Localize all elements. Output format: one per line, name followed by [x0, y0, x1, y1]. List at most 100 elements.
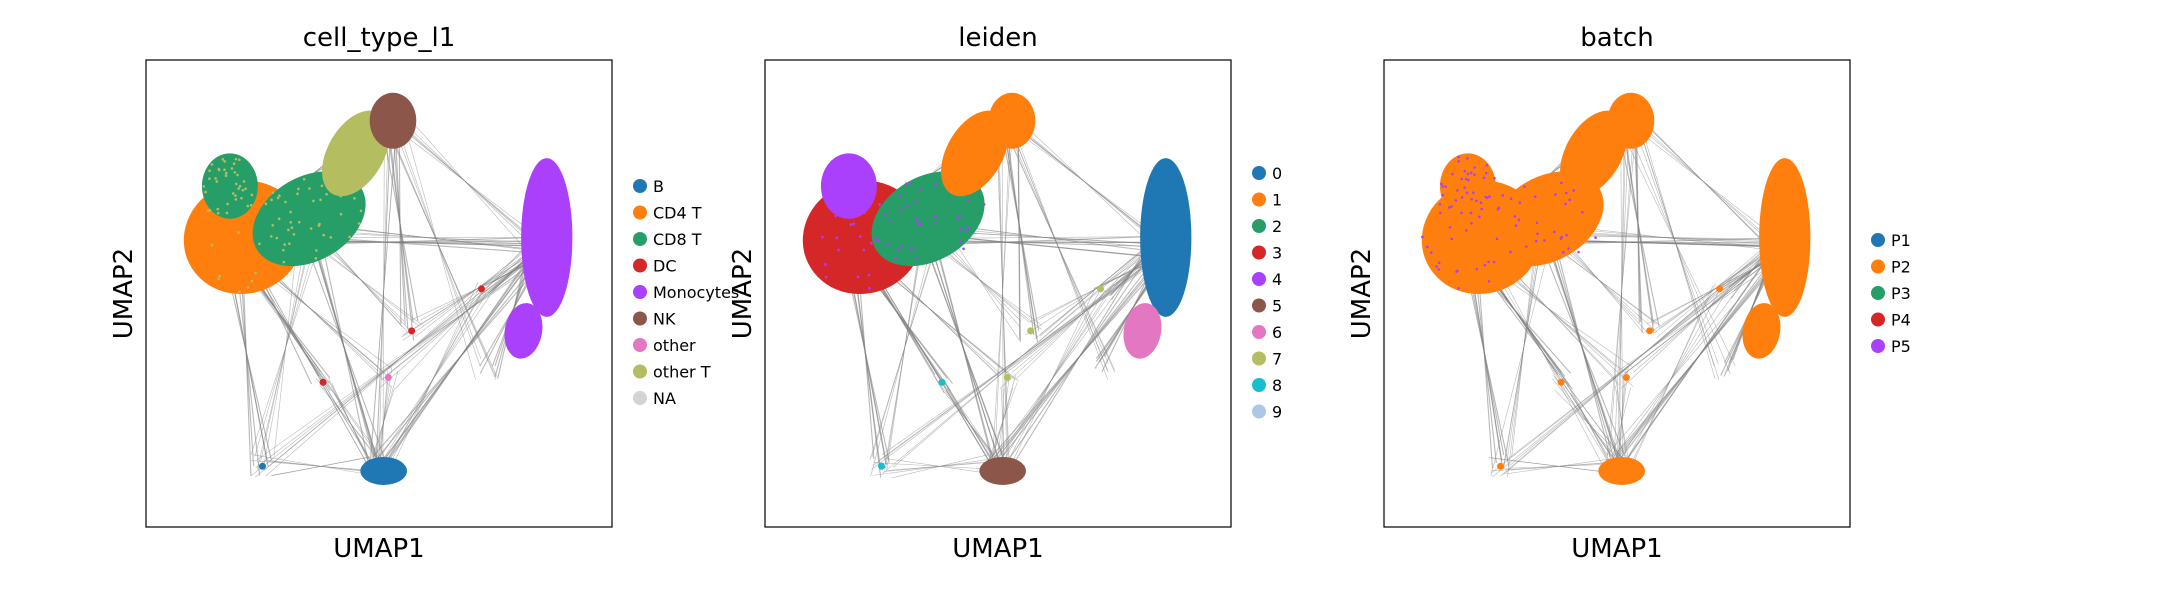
point	[1457, 155, 1460, 159]
point	[1467, 178, 1470, 182]
edge-line	[1545, 233, 1619, 462]
legend-marker	[633, 232, 647, 246]
point	[1622, 374, 1630, 382]
point	[312, 199, 315, 203]
point	[1441, 193, 1445, 197]
x-axis-label: UMAP1	[1571, 534, 1662, 564]
point	[868, 287, 871, 290]
legend-label: NA	[653, 389, 676, 408]
point	[1482, 176, 1486, 180]
legend-marker	[633, 285, 647, 299]
point	[1454, 199, 1458, 202]
point	[982, 203, 986, 206]
point	[1426, 245, 1429, 249]
legend-label: 2	[1272, 217, 1282, 236]
point	[1554, 193, 1557, 196]
point	[1479, 201, 1483, 205]
point	[1439, 211, 1442, 215]
point	[1463, 186, 1467, 189]
point	[246, 286, 250, 289]
edge-line	[925, 231, 1001, 464]
point	[1561, 251, 1565, 254]
point	[296, 192, 299, 196]
edge-line	[943, 390, 998, 458]
legend-item: 5	[1252, 297, 1282, 316]
point	[329, 236, 333, 239]
point	[240, 196, 243, 200]
point	[210, 243, 214, 247]
point	[966, 199, 970, 202]
point	[1581, 210, 1584, 214]
point	[1534, 239, 1538, 243]
point	[1464, 177, 1468, 181]
cluster-monocytes	[504, 303, 543, 359]
legend-label: 0	[1272, 164, 1282, 183]
edge-line	[1632, 110, 1775, 253]
legend-marker	[633, 258, 647, 273]
legend-marker	[1871, 286, 1885, 300]
edge-lines	[837, 104, 1173, 479]
point	[357, 222, 361, 225]
point	[839, 167, 843, 171]
point	[847, 174, 850, 178]
point	[288, 242, 291, 245]
cluster-p2	[1607, 92, 1655, 149]
point	[837, 192, 841, 196]
cluster-p2	[1742, 303, 1781, 359]
point	[832, 191, 835, 195]
point	[872, 191, 876, 195]
point	[208, 208, 212, 212]
point	[878, 203, 881, 206]
point	[966, 226, 970, 229]
legend-marker	[1252, 192, 1266, 207]
point	[204, 190, 207, 194]
point	[1509, 197, 1513, 201]
legend-item: 2	[1252, 217, 1282, 236]
point	[259, 462, 266, 470]
edge-line	[420, 257, 534, 321]
point	[1466, 157, 1469, 160]
point	[915, 217, 918, 221]
point	[284, 200, 287, 204]
point	[915, 257, 919, 261]
point	[917, 222, 920, 226]
edge-line	[391, 117, 409, 330]
legend-marker	[1871, 312, 1885, 327]
point	[859, 163, 863, 166]
point	[283, 243, 286, 246]
point	[1594, 236, 1597, 239]
panel-leiden: leiden UMAP1 UMAP2 0 1 2 3 4 5 6 7 8 9	[728, 23, 1282, 564]
legend-item: other T	[633, 363, 711, 382]
point	[290, 226, 294, 229]
point	[839, 171, 842, 174]
point	[938, 378, 946, 386]
point	[859, 204, 862, 208]
point	[824, 263, 827, 266]
point	[1457, 287, 1460, 290]
point	[1535, 221, 1539, 225]
point	[246, 204, 250, 208]
point	[964, 229, 967, 232]
legend-item: P3	[1871, 284, 1911, 303]
point	[1509, 250, 1512, 254]
point	[1565, 233, 1568, 237]
point	[230, 167, 234, 170]
point	[821, 235, 824, 239]
legend-marker	[1252, 351, 1266, 366]
edge-line	[1653, 244, 1776, 334]
point	[1463, 169, 1467, 173]
point	[1488, 195, 1491, 198]
point	[226, 202, 229, 206]
point	[215, 180, 219, 183]
legend-label: NK	[653, 310, 676, 329]
point	[837, 186, 840, 190]
point	[934, 214, 938, 218]
legend-marker	[1252, 219, 1266, 233]
edge-line	[386, 281, 479, 478]
point	[883, 212, 887, 216]
legend-item: 3	[1252, 244, 1282, 263]
point	[1435, 265, 1438, 268]
point	[269, 235, 273, 238]
point	[1465, 229, 1468, 232]
